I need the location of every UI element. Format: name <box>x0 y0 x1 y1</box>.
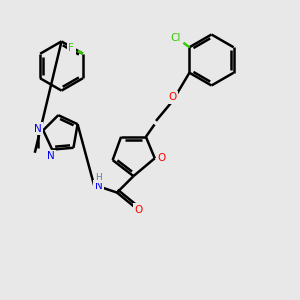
Text: N: N <box>94 181 102 191</box>
Text: O: O <box>134 205 142 215</box>
Text: H: H <box>95 173 102 182</box>
Text: O: O <box>157 153 166 163</box>
Text: O: O <box>168 92 177 103</box>
Text: N: N <box>47 151 55 161</box>
Text: N: N <box>34 124 42 134</box>
Text: F: F <box>68 43 74 53</box>
Text: Cl: Cl <box>171 33 181 43</box>
